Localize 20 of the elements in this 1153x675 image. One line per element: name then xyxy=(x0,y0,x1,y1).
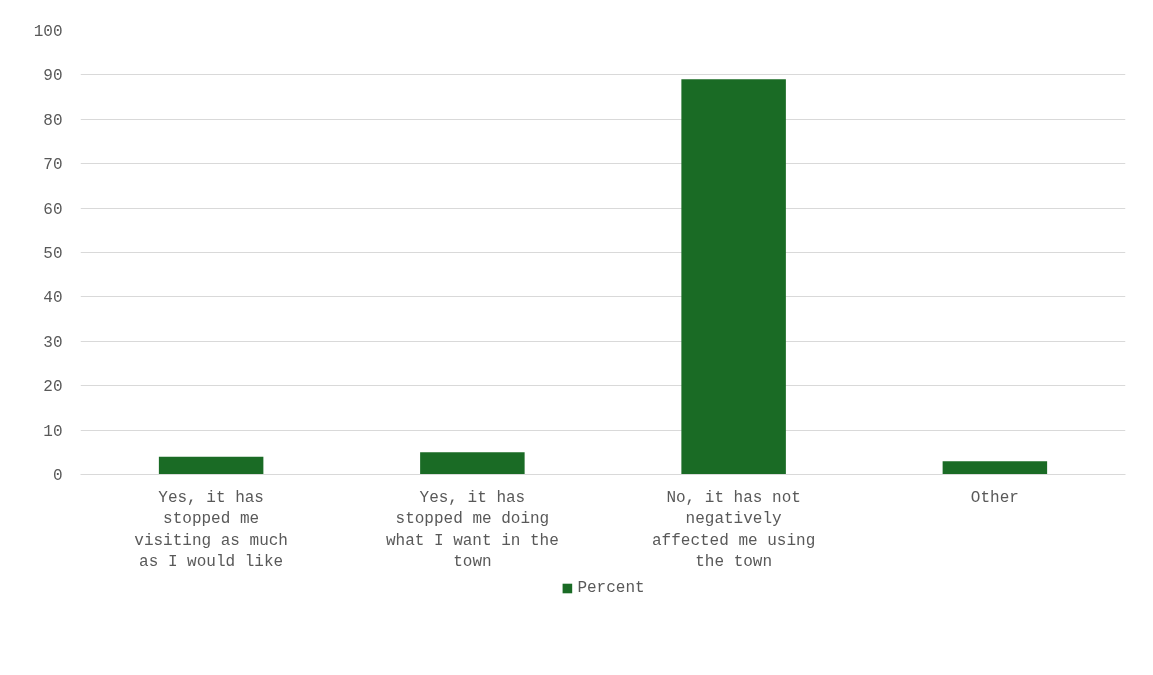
y-tick-label: 10 xyxy=(43,422,63,441)
bar xyxy=(942,461,1048,475)
y-tick-label: 0 xyxy=(52,467,63,485)
x-tick-label: Yes, it has stopped me visiting as much as I would like xyxy=(134,488,288,572)
x-tick-label: Yes, it has stopped me doing what I want in the town xyxy=(385,488,559,572)
bar xyxy=(681,79,786,475)
legend-label: Percent xyxy=(577,579,645,597)
y-tick-label: 40 xyxy=(43,289,63,308)
y-tick-label: 70 xyxy=(43,156,63,175)
y-tick-label: 20 xyxy=(43,378,63,397)
y-tick-label: 60 xyxy=(43,200,63,219)
y-tick-label: 100 xyxy=(33,23,63,41)
x-tick-label: Other xyxy=(970,488,1019,507)
y-tick-label: 90 xyxy=(43,67,63,86)
bar xyxy=(158,456,264,475)
bar xyxy=(420,452,525,475)
y-tick-label: 80 xyxy=(43,111,63,130)
y-tick-label: 30 xyxy=(43,333,63,352)
x-tick-label: No, it has not negatively affected me using the town xyxy=(652,488,816,572)
y-tick-label: 50 xyxy=(43,245,63,263)
